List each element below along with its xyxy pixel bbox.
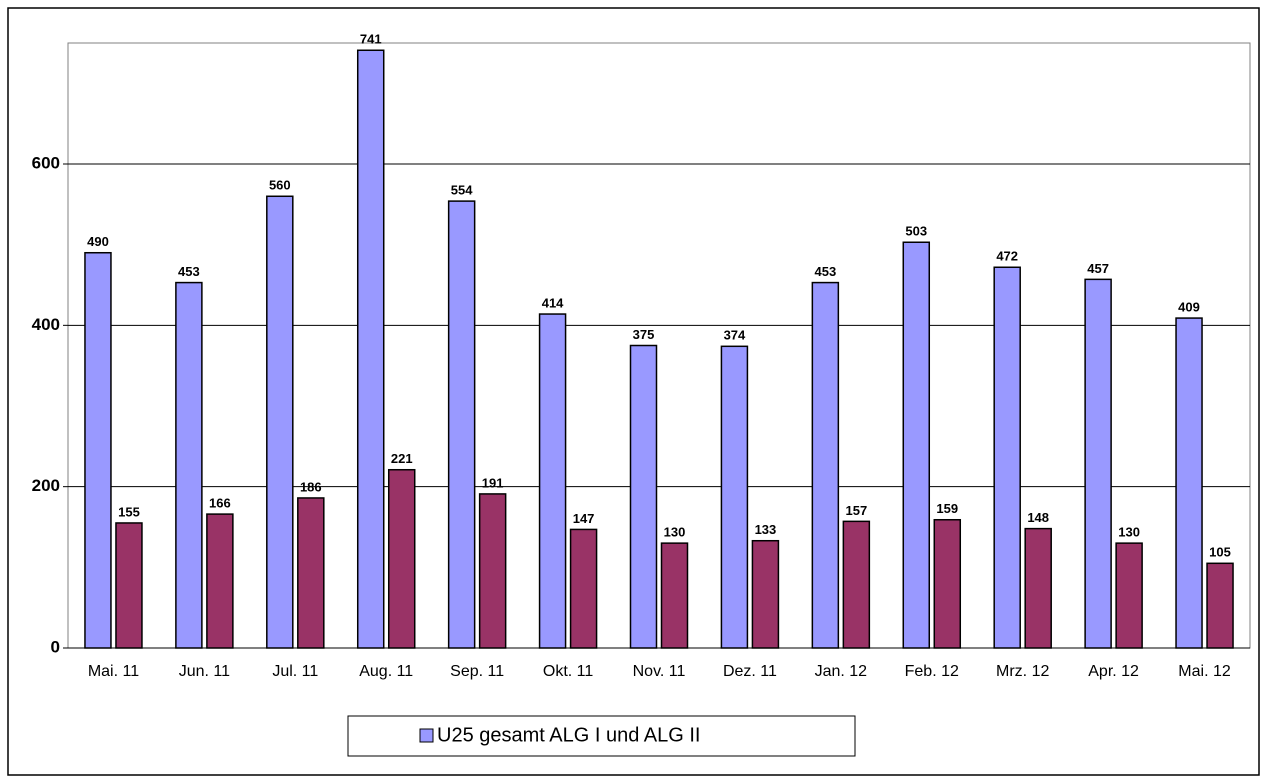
bar (387, 468, 416, 649)
data-label: 133 (755, 522, 777, 537)
bar (629, 344, 658, 649)
y-tick-label: 200 (32, 476, 60, 495)
data-label: 453 (178, 264, 200, 279)
bar (811, 281, 840, 649)
bar (569, 528, 598, 649)
data-label: 490 (87, 234, 109, 249)
bar (1024, 527, 1052, 649)
x-tick-label: Mai. 12 (1178, 663, 1231, 680)
bar (842, 520, 871, 649)
bar (297, 497, 325, 649)
bar (478, 493, 507, 649)
bar (447, 200, 476, 649)
data-label: 130 (1118, 525, 1140, 540)
x-tick-label: Apr. 12 (1088, 663, 1139, 680)
data-label: 130 (664, 525, 686, 540)
data-label: 221 (391, 451, 413, 466)
y-tick-label: 0 (51, 637, 60, 656)
bar (84, 251, 112, 649)
data-label: 503 (905, 224, 927, 239)
data-label: 155 (118, 504, 140, 519)
data-label: 472 (996, 249, 1018, 264)
x-tick-label: Jul. 11 (272, 663, 318, 680)
bar (1084, 278, 1112, 649)
y-tick-label: 600 (32, 153, 60, 172)
x-tick-label: Okt. 11 (543, 663, 593, 680)
bar (720, 345, 749, 649)
data-label: 375 (633, 327, 655, 342)
bar (902, 241, 931, 649)
data-label: 409 (1178, 300, 1200, 315)
x-tick-label: Mrz. 12 (996, 663, 1049, 680)
data-label: 166 (209, 496, 231, 511)
legend-swatch (419, 728, 434, 743)
x-tick-label: Feb. 12 (905, 663, 959, 680)
x-tick-label: Mai. 11 (88, 663, 139, 680)
bar (266, 195, 294, 649)
bar (1206, 562, 1234, 649)
data-label: 554 (451, 183, 473, 198)
bar (751, 539, 780, 649)
bar (206, 513, 234, 649)
data-label: 374 (724, 328, 746, 343)
data-label: 457 (1087, 261, 1109, 276)
x-tick-label: Jun. 11 (179, 663, 230, 680)
bar (115, 522, 143, 649)
x-tick-label: Aug. 11 (359, 663, 413, 680)
data-label: 105 (1209, 545, 1231, 560)
legend-label: U25 gesamt ALG I und ALG II (437, 724, 701, 746)
x-tick-label: Sep. 11 (450, 663, 504, 680)
bar (1115, 542, 1143, 649)
data-label: 157 (845, 503, 867, 518)
bar (660, 542, 689, 649)
data-label: 186 (300, 479, 322, 494)
data-label: 148 (1027, 510, 1049, 525)
data-label: 560 (269, 178, 291, 193)
data-label: 191 (482, 475, 504, 490)
bar (175, 281, 203, 649)
bar (1175, 317, 1203, 649)
plot-area (67, 42, 1251, 649)
y-tick-label: 400 (32, 315, 60, 334)
data-label: 453 (814, 264, 836, 279)
data-label: 414 (542, 295, 564, 310)
data-label: 741 (360, 32, 382, 47)
bar (993, 266, 1021, 649)
x-tick-label: Nov. 11 (633, 663, 686, 680)
data-label: 147 (573, 511, 595, 526)
bar (356, 49, 385, 649)
bar (933, 518, 962, 649)
x-tick-label: Dez. 11 (723, 663, 777, 680)
x-tick-label: Jan. 12 (815, 663, 868, 680)
data-label: 159 (936, 501, 958, 516)
bar (538, 313, 567, 649)
